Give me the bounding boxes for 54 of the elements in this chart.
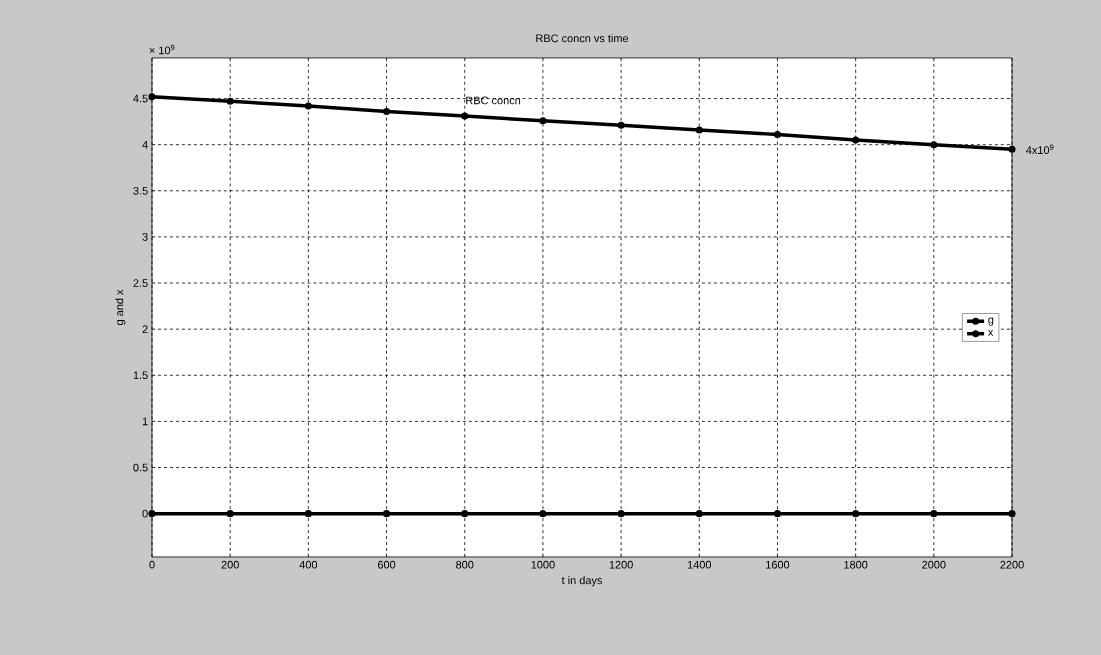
- point: [695, 126, 703, 134]
- x-tick-label: 800: [456, 560, 474, 569]
- y-tick-label: 1.5: [133, 371, 148, 380]
- legend-label: x: [987, 329, 994, 336]
- point: [304, 510, 312, 518]
- point: [304, 102, 312, 110]
- point: [617, 510, 625, 518]
- point: [930, 510, 938, 518]
- point: [461, 112, 469, 120]
- x-axis-title: t in days: [561, 576, 602, 587]
- point: [539, 510, 547, 518]
- x-tick-label: 2000: [922, 560, 946, 569]
- point: [695, 510, 703, 518]
- y-tick-label: 3: [142, 233, 148, 241]
- x-tick-label: 400: [299, 560, 318, 569]
- point: [383, 510, 391, 518]
- point: [852, 510, 860, 518]
- point: [461, 510, 469, 518]
- x-tick-label: 200: [221, 560, 239, 569]
- chart-title: RBC concn vs time: [536, 34, 629, 43]
- y-tick-label: 0: [142, 509, 148, 518]
- point: [773, 130, 782, 139]
- point: [148, 93, 156, 101]
- point: [1008, 145, 1016, 153]
- x-tick-label: 1800: [844, 560, 868, 569]
- x-tick-label: 1000: [531, 560, 555, 569]
- y-tick-label: 4: [142, 140, 148, 149]
- y-tick-label: 1: [142, 417, 148, 426]
- y-tick-label: 4.5: [133, 94, 148, 103]
- x-tick-label: 600: [377, 560, 396, 569]
- x-tick-label: 1400: [687, 560, 712, 569]
- point: [773, 510, 782, 518]
- point: [226, 97, 234, 105]
- point: [852, 136, 860, 144]
- y-tick-label: 0.5: [133, 463, 148, 472]
- point: [148, 510, 156, 518]
- y-tick-label: 2: [142, 325, 148, 333]
- annotation: RBC concn: [466, 96, 521, 105]
- y-axis-title: g and x: [115, 289, 126, 325]
- point: [617, 121, 625, 129]
- x-tick-label: 2200: [1000, 560, 1024, 569]
- x-tick-label: 1200: [609, 560, 633, 569]
- y-tick-label: 2.5: [133, 279, 148, 287]
- point: [383, 107, 391, 116]
- annotation: 4x10$^{9}$: [1026, 144, 1054, 155]
- point: [226, 510, 234, 518]
- y-tick-label: 3.5: [133, 186, 148, 195]
- point: [930, 141, 938, 149]
- legend-label: g: [988, 317, 994, 326]
- point: [1008, 510, 1016, 518]
- text: × 10$^{9}$: [149, 44, 175, 55]
- x-tick-label: 0: [149, 560, 155, 569]
- point: [539, 117, 547, 125]
- x-tick-label: 1600: [766, 560, 790, 569]
